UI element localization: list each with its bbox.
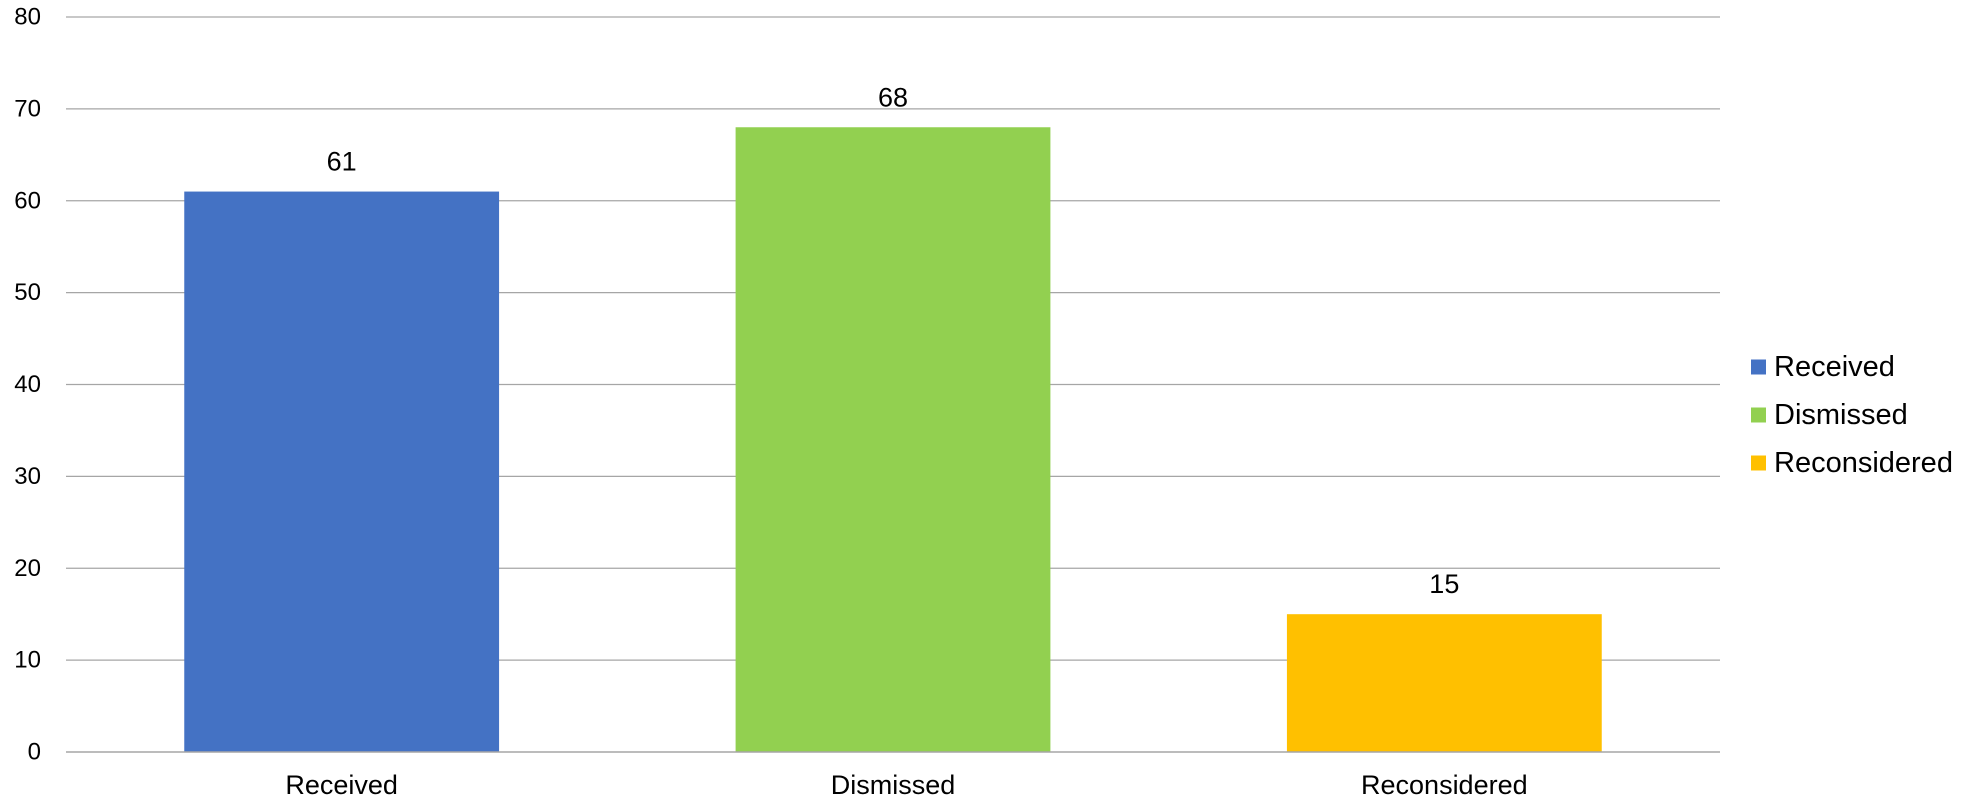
y-tick-label: 0 <box>28 739 41 766</box>
y-tick-label: 30 <box>14 463 41 490</box>
y-tick-label: 20 <box>14 555 41 582</box>
legend-label: Dismissed <box>1774 399 1908 431</box>
y-tick-label: 60 <box>14 187 41 214</box>
y-tick-label: 70 <box>14 95 41 122</box>
legend-swatch <box>1751 408 1766 423</box>
bars <box>184 127 1601 752</box>
bar-received <box>184 192 499 752</box>
x-axis-labels: Received Dismissed Reconsidered <box>285 770 1527 799</box>
legend-swatch <box>1751 360 1766 375</box>
category-label: Dismissed <box>831 770 956 799</box>
data-label: 68 <box>878 82 908 112</box>
y-tick-label: 10 <box>14 647 41 674</box>
legend: Received Dismissed Reconsidered <box>1751 351 1953 479</box>
data-label: 15 <box>1429 569 1459 599</box>
legend-swatch <box>1751 456 1766 471</box>
y-tick-label: 50 <box>14 279 41 306</box>
data-label: 61 <box>327 147 357 177</box>
legend-label: Reconsidered <box>1774 447 1953 479</box>
y-axis-ticks: 0 10 20 30 40 50 60 70 80 <box>14 4 41 766</box>
y-tick-label: 80 <box>14 4 41 31</box>
category-label: Reconsidered <box>1361 770 1528 799</box>
y-tick-label: 40 <box>14 371 41 398</box>
bar-reconsidered <box>1287 614 1602 752</box>
category-label: Received <box>285 770 398 799</box>
legend-label: Received <box>1774 351 1895 383</box>
bar-dismissed <box>736 127 1051 752</box>
